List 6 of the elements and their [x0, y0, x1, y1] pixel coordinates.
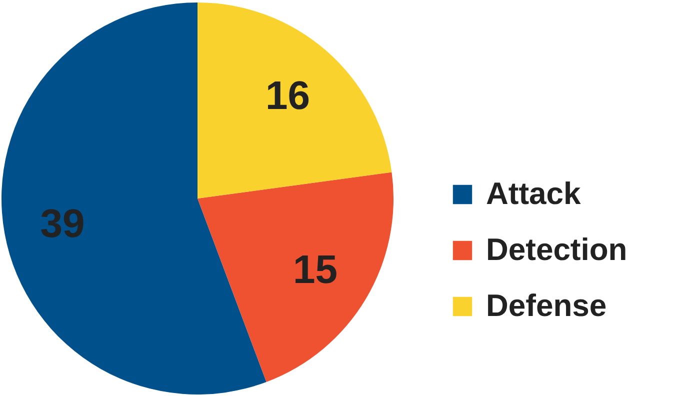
- legend-label: Attack: [486, 175, 581, 213]
- data-label: 15: [293, 248, 338, 292]
- legend-label: Defense: [486, 287, 607, 325]
- data-label: 16: [266, 74, 310, 118]
- legend-label: Detection: [486, 231, 628, 269]
- data-label: 39: [40, 202, 85, 246]
